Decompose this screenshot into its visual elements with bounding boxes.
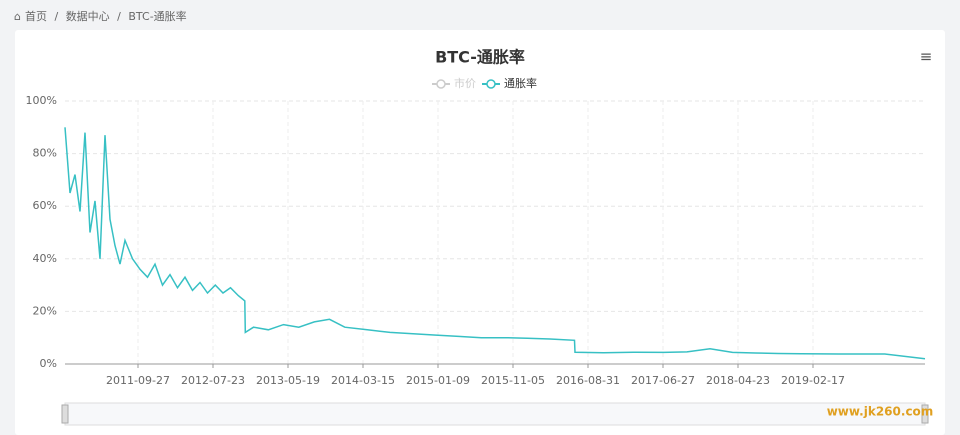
zoom-handle[interactable] — [61, 404, 69, 424]
x-tick-label: 2015-11-05 — [481, 374, 545, 387]
y-tick-label: 20% — [33, 304, 57, 317]
legend-label: 通胀率 — [504, 76, 537, 90]
x-tick-label: 2015-01-09 — [406, 374, 470, 387]
legend-label: 市价 — [454, 76, 476, 90]
chart-title: BTC-通胀率 — [435, 48, 525, 67]
y-tick-label: 40% — [33, 252, 57, 265]
y-tick-label: 60% — [33, 199, 57, 212]
zoom-handle[interactable] — [921, 404, 929, 424]
home-icon: ⌂ — [14, 10, 21, 23]
legend-dot — [436, 79, 446, 89]
x-tick-label: 2018-04-23 — [706, 374, 770, 387]
x-tick-label: 2011-09-27 — [106, 374, 170, 387]
x-tick-label: 2019-02-17 — [781, 374, 845, 387]
y-tick-label: 100% — [26, 94, 57, 107]
y-tick-label: 80% — [33, 147, 57, 160]
sep: / — [113, 10, 125, 23]
x-tick-label: 2016-08-31 — [556, 374, 620, 387]
breadcrumb: ⌂ 首页 / 数据中心 / BTC-通胀率 — [14, 8, 191, 24]
data-zoom[interactable] — [64, 402, 926, 426]
x-tick-label: 2012-07-23 — [181, 374, 245, 387]
watermark: www.jk260.com — [827, 405, 934, 419]
sep: / — [50, 10, 62, 23]
x-tick-label: 2014-03-15 — [331, 374, 395, 387]
y-tick-label: 0% — [40, 357, 57, 370]
crumb[interactable]: 首页 — [24, 10, 47, 23]
x-tick-label: 2017-06-27 — [631, 374, 695, 387]
x-tick-label: 2013-05-19 — [256, 374, 320, 387]
legend-dot — [486, 79, 496, 89]
crumb: BTC-通胀率 — [128, 10, 187, 23]
crumb[interactable]: 数据中心 — [65, 10, 110, 23]
menu-icon[interactable]: ≡ — [920, 48, 933, 66]
line — [64, 127, 926, 360]
card — [15, 30, 945, 435]
